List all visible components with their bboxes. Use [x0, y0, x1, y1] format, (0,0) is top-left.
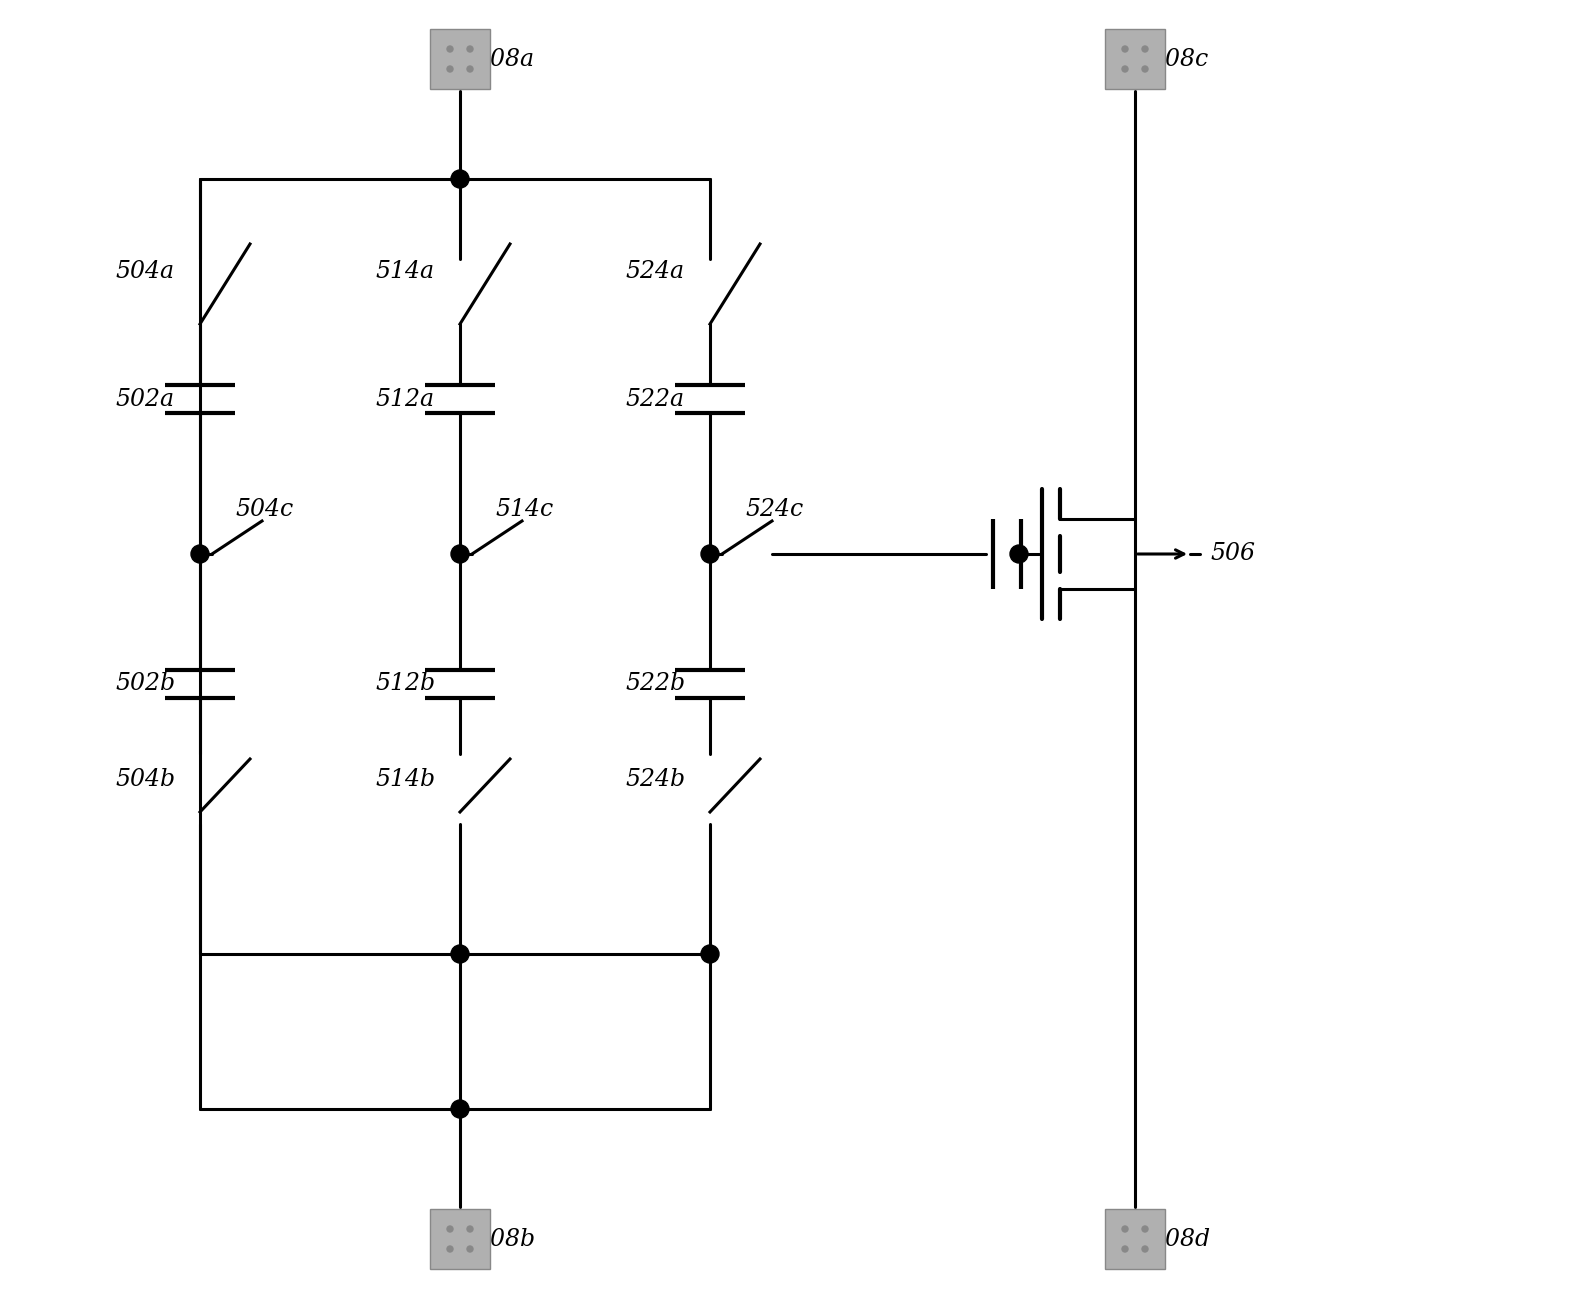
Circle shape — [447, 1227, 453, 1232]
Circle shape — [468, 1246, 473, 1251]
Text: 524c: 524c — [745, 497, 803, 521]
Text: 506: 506 — [1211, 542, 1255, 565]
Circle shape — [702, 945, 719, 963]
Text: 512b: 512b — [375, 673, 434, 695]
Text: 514a: 514a — [375, 260, 434, 283]
Circle shape — [1010, 545, 1028, 563]
Circle shape — [1122, 1246, 1128, 1251]
Text: 508b: 508b — [476, 1228, 535, 1250]
Text: 504c: 504c — [235, 497, 293, 521]
Text: 508a: 508a — [476, 47, 535, 71]
Text: 524b: 524b — [625, 767, 686, 791]
Text: 522b: 522b — [625, 673, 686, 695]
Circle shape — [447, 1246, 453, 1251]
Text: 504b: 504b — [115, 767, 175, 791]
Bar — [430, 1210, 490, 1268]
Text: 502a: 502a — [115, 387, 173, 411]
Circle shape — [1142, 65, 1149, 72]
Circle shape — [447, 46, 453, 52]
Text: 502b: 502b — [115, 673, 175, 695]
Bar — [430, 29, 490, 89]
Circle shape — [1122, 46, 1128, 52]
Bar — [1106, 1210, 1165, 1268]
Circle shape — [1122, 1227, 1128, 1232]
Circle shape — [450, 945, 469, 963]
Circle shape — [468, 1227, 473, 1232]
Circle shape — [1122, 65, 1128, 72]
Circle shape — [468, 65, 473, 72]
Text: 508d: 508d — [1150, 1228, 1211, 1250]
Circle shape — [450, 1100, 469, 1118]
Circle shape — [468, 46, 473, 52]
Circle shape — [702, 545, 719, 563]
Circle shape — [447, 65, 453, 72]
Text: 504a: 504a — [115, 260, 173, 283]
Circle shape — [191, 545, 208, 563]
Text: 508c: 508c — [1150, 47, 1208, 71]
Circle shape — [1142, 1246, 1149, 1251]
Circle shape — [450, 170, 469, 188]
Circle shape — [1142, 1227, 1149, 1232]
Text: 522a: 522a — [625, 387, 684, 411]
Text: 514b: 514b — [375, 767, 434, 791]
Circle shape — [450, 545, 469, 563]
Text: 512a: 512a — [375, 387, 434, 411]
Text: 514c: 514c — [495, 497, 554, 521]
Bar — [1106, 29, 1165, 89]
Text: 524a: 524a — [625, 260, 684, 283]
Circle shape — [1142, 46, 1149, 52]
